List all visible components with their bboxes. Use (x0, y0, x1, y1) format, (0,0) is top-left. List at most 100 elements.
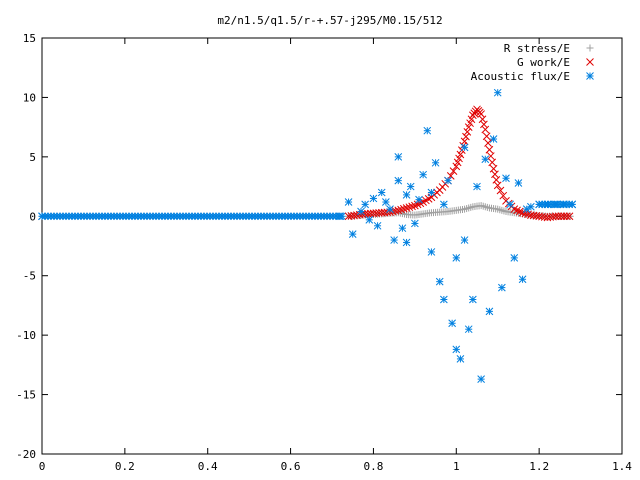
acoustic-flux-point (394, 176, 403, 185)
x-tick-label: 1 (453, 460, 460, 473)
acoustic-flux-point (506, 200, 514, 209)
acoustic-flux-point (386, 205, 394, 214)
acoustic-flux-point (464, 325, 473, 334)
g-work-point (486, 152, 495, 160)
acoustic-flux-point (390, 236, 398, 244)
legend-label-r-stress: R stress/E (504, 42, 570, 55)
acoustic-flux-point (344, 198, 353, 206)
series-g-work (344, 105, 574, 222)
g-work-point (408, 202, 416, 211)
acoustic-flux-point (481, 155, 490, 164)
acoustic-flux-point (415, 195, 423, 204)
x-tick-label: 0.6 (281, 460, 301, 473)
g-work-point (413, 200, 422, 209)
g-work-point (560, 212, 568, 221)
chart-title: m2/n1.5/q1.5/r-+.57-j295/M0.15/512 (217, 14, 442, 27)
acoustic-flux-point (551, 200, 560, 209)
x-axis: 0 0.2 0.4 0.6 0.8 1 1.2 1.4 (39, 38, 632, 473)
y-tick-label: 5 (29, 151, 36, 164)
acoustic-flux-point (361, 200, 369, 209)
y-axis: 15 10 5 0 -5 -10 -15 -20 (16, 32, 622, 461)
g-work-point (484, 139, 492, 147)
acoustic-flux-point (440, 295, 448, 304)
y-tick-label: 15 (23, 32, 36, 45)
acoustic-flux-point (398, 224, 407, 233)
g-work-point (477, 110, 485, 118)
g-work-point (557, 212, 566, 221)
legend-marker-r-stress (586, 44, 594, 52)
acoustic-flux-point (336, 212, 345, 221)
acoustic-flux-point (452, 254, 461, 262)
y-tick-label: 10 (23, 91, 36, 104)
plot-frame (41, 37, 623, 455)
g-work-point (562, 212, 571, 221)
legend-entry-acoustic-flux: Acoustic flux/E (471, 70, 594, 83)
acoustic-flux-point (543, 200, 552, 209)
acoustic-flux-point (427, 188, 436, 197)
acoustic-flux-point (560, 200, 568, 209)
g-work-point (405, 203, 414, 212)
acoustic-flux-point (502, 174, 510, 183)
g-work-point (492, 175, 501, 184)
legend-entry-r-stress: R stress/E (504, 42, 594, 55)
acoustic-flux-point (402, 238, 411, 247)
x-tick-label: 0 (39, 460, 46, 473)
acoustic-flux-point (423, 126, 432, 135)
g-work-point (488, 158, 497, 167)
acoustic-flux-point (348, 230, 357, 238)
acoustic-flux-point (440, 200, 448, 209)
x-tick-label: 1.2 (529, 460, 549, 473)
g-work-point (397, 205, 405, 214)
x-tick-label: 1.4 (612, 460, 632, 473)
acoustic-flux-point (527, 202, 535, 211)
g-work-point (460, 137, 469, 146)
x-tick-label: 0.4 (198, 460, 218, 473)
legend-marker-g-work (586, 58, 594, 66)
acoustic-flux-point (435, 277, 444, 286)
g-work-point (478, 115, 487, 124)
acoustic-flux-point (373, 221, 382, 230)
acoustic-flux-point (452, 345, 461, 354)
g-work-point (399, 204, 408, 213)
g-work-point (480, 120, 488, 129)
y-tick-label: -10 (16, 329, 36, 342)
acoustic-flux-point (477, 375, 485, 383)
acoustic-flux-point (402, 191, 411, 199)
acoustic-flux-point (38, 212, 46, 221)
legend-marker-acoustic-flux (586, 72, 594, 80)
acoustic-flux-point (406, 182, 415, 191)
acoustic-flux-point (377, 188, 386, 197)
acoustic-flux-point (469, 295, 477, 304)
acoustic-flux-point (394, 153, 403, 161)
g-work-point (493, 181, 502, 190)
legend-marker (586, 72, 594, 80)
acoustic-flux-point (456, 355, 465, 363)
g-work-point (513, 206, 521, 215)
acoustic-flux-point (498, 283, 506, 292)
acoustic-flux-point (473, 182, 481, 191)
g-work-point (489, 164, 498, 173)
g-work-point (394, 206, 403, 215)
acoustic-flux-baseline (38, 200, 576, 221)
series-acoustic-flux (38, 88, 577, 383)
acoustic-flux-point (444, 176, 452, 185)
y-tick-label: 0 (29, 210, 36, 223)
acoustic-flux-point (535, 200, 543, 209)
plot-area (38, 88, 577, 383)
acoustic-flux-point (369, 194, 378, 203)
acoustic-flux-point (357, 207, 365, 216)
y-tick-label: -20 (16, 448, 36, 461)
acoustic-flux-point (427, 248, 436, 256)
acoustic-flux-point (518, 275, 527, 284)
g-work-point (411, 201, 419, 210)
g-work-point (482, 132, 491, 141)
x-tick-label: 0.8 (363, 460, 383, 473)
y-tick-label: -15 (16, 389, 36, 402)
g-work-point (449, 167, 458, 175)
legend-label-acoustic-flux: Acoustic flux/E (471, 70, 570, 83)
acoustic-flux-point (448, 319, 456, 328)
acoustic-flux-point (431, 158, 440, 167)
acoustic-flux-point (514, 179, 523, 187)
g-work-point (551, 212, 560, 221)
